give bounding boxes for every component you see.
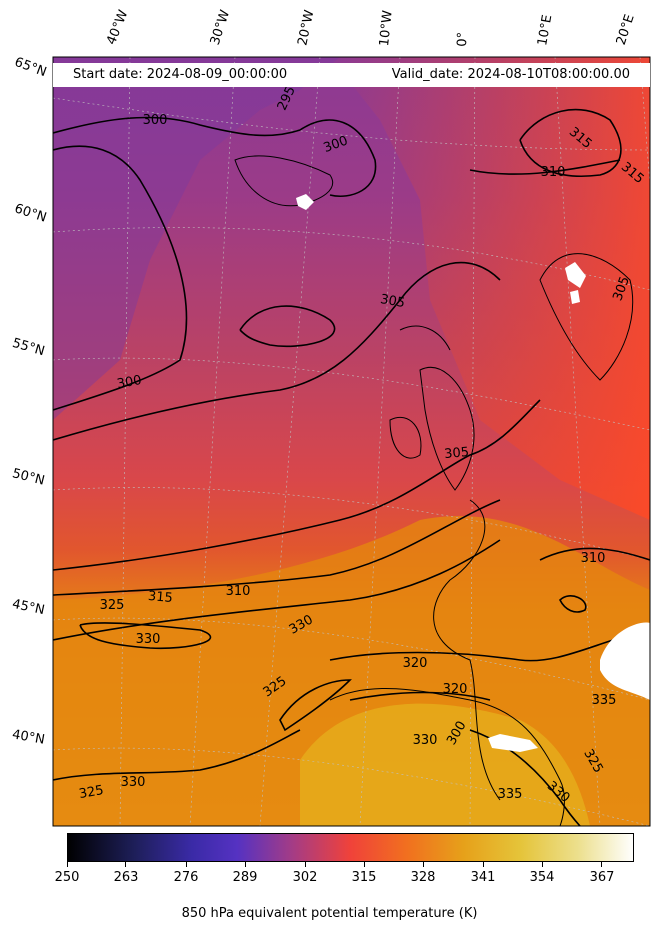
colorbar-label: 250 [54, 870, 80, 885]
colorbar-label: 315 [351, 870, 377, 885]
contour-label: 300 [116, 373, 143, 392]
contour-label: 305 [444, 445, 470, 462]
colorbar-tick [186, 862, 187, 867]
colorbar-tick [125, 862, 126, 867]
colorbar-tick [245, 862, 246, 867]
colorbar-tick [423, 862, 424, 867]
colorbar-tick [364, 862, 365, 867]
isentropic-contours [53, 108, 650, 826]
colorbar-tick [483, 862, 484, 867]
contour-label: 330 [136, 632, 161, 647]
colorbar-tick [601, 862, 602, 867]
contour-label: 320 [403, 656, 428, 671]
contour-label: 315 [147, 589, 173, 606]
date-info-bar: Start date: 2024-08-09_00:00:00 Valid_da… [53, 63, 650, 87]
colorbar-label: 276 [173, 870, 199, 885]
map-frame [52, 56, 651, 827]
contour-label: 325 [78, 783, 105, 802]
colorbar-tick [305, 862, 306, 867]
contour-label: 330 [413, 733, 438, 748]
contour-label: 300 [143, 113, 168, 128]
contour-label: 310 [581, 551, 606, 566]
contour-label: 325 [100, 598, 125, 613]
colorbar-tick [67, 862, 68, 867]
colorbar-gradient [67, 833, 634, 862]
colorbar-label: 367 [589, 870, 615, 885]
colorbar [67, 833, 634, 862]
cold-region-northwest [53, 57, 340, 420]
contour-label: 335 [498, 787, 523, 802]
map-panel: 2953003003003053053103103103153153153203… [53, 57, 650, 826]
colorbar-label: 341 [470, 870, 496, 885]
contour-label: 305 [379, 292, 406, 311]
contour-label: 310 [541, 165, 566, 180]
contour-label: 330 [121, 775, 146, 790]
contour-label: 320 [443, 682, 468, 697]
start-date-text: Start date: 2024-08-09_00:00:00 [73, 67, 288, 82]
contour-label: 335 [592, 693, 617, 708]
contour-label: 310 [226, 584, 251, 599]
valid-date-text: Valid_date: 2024-08-10T08:00:00.00 [391, 67, 630, 82]
lon-label-0: 0° [455, 31, 471, 47]
colorbar-label: 289 [232, 870, 258, 885]
coastlines [234, 155, 634, 826]
colorbar-label: 328 [410, 870, 436, 885]
missing-data-patches [296, 194, 650, 752]
colorbar-label: 263 [113, 870, 139, 885]
colorbar-label: 354 [529, 870, 555, 885]
colorbar-title: 850 hPa equivalent potential temperature… [181, 906, 478, 921]
colorbar-tick [542, 862, 543, 867]
hot-region-mediterranean [300, 703, 590, 826]
colorbar-label: 302 [292, 870, 318, 885]
warm-region-northeast [330, 57, 650, 520]
